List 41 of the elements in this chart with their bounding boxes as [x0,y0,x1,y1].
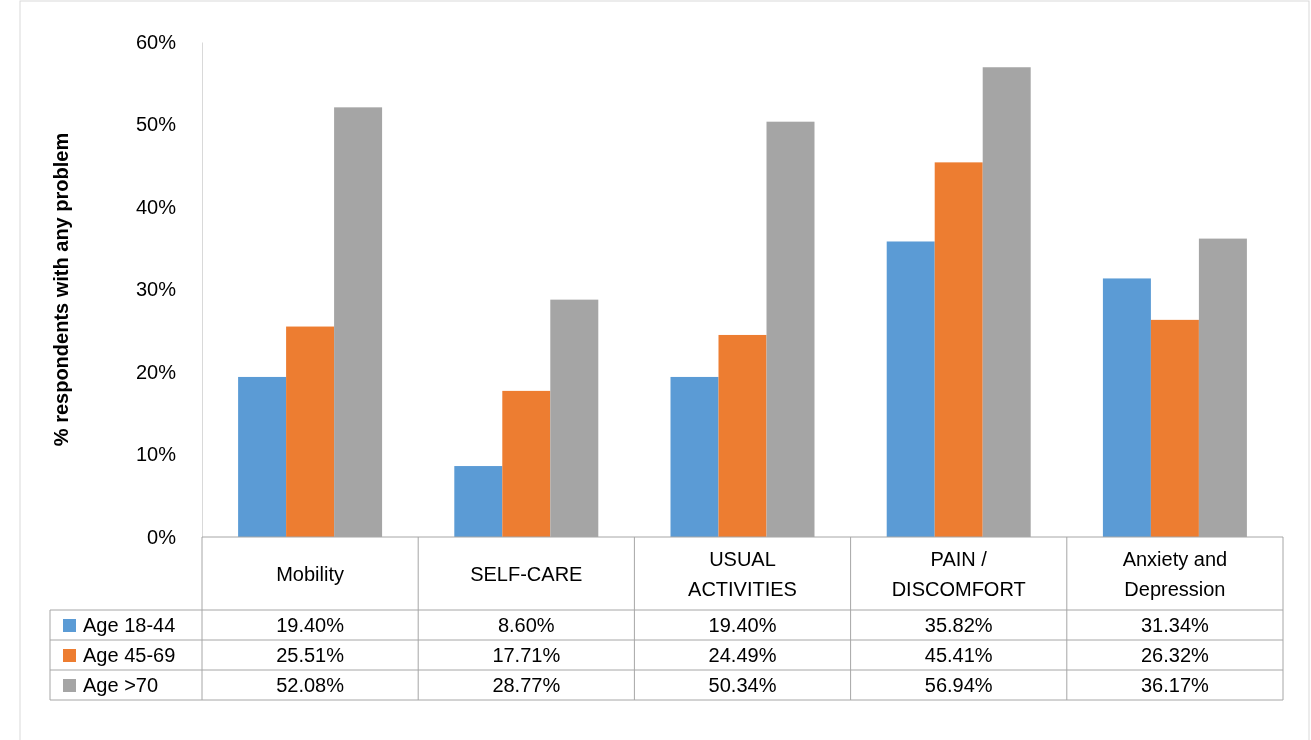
x-tick-label: Anxiety and Depression [1122,547,1228,600]
data-label: 25.51% [276,644,345,666]
x-tick-label: Mobility [276,562,344,585]
bar [1102,278,1151,537]
y-tick-label: 0% [147,525,177,548]
data-label: 45.41% [924,644,993,666]
y-tick-label: 20% [135,360,177,383]
y-tick-label: 10% [135,443,177,466]
bar [238,376,287,537]
legend-label: Age >70 [83,674,159,696]
bar [886,241,935,537]
data-label: 26.32% [1140,644,1210,666]
legend-label: Age 18-44 [83,614,176,636]
data-label: 28.77% [492,674,561,696]
y-tick-label: 30% [135,278,177,301]
data-label: 17.71% [492,644,561,666]
bar [718,334,767,537]
data-label: 35.82% [924,614,993,636]
x-tick-label: SELF-CARE [470,562,583,585]
x-tick-label: USUAL ACTIVITIES [688,547,797,600]
bar [934,162,983,537]
data-label: 19.40% [276,614,345,636]
bar [502,390,551,537]
data-label: 24.49% [708,644,777,666]
bar [1150,319,1199,537]
legend-label: Age 45-69 [83,644,176,666]
data-label: 50.34% [708,674,777,696]
data-label: 56.94% [924,674,993,696]
bar [670,376,719,537]
y-tick-label: 40% [135,195,177,218]
data-label: 31.34% [1140,614,1210,636]
data-label: 36.17% [1140,674,1210,696]
data-label: 19.40% [708,614,777,636]
y-tick-label: 60% [135,30,177,53]
y-tick-label: 50% [135,113,177,136]
data-label: 8.60% [497,614,555,636]
data-label: 52.08% [276,674,345,696]
y-axis-title: % respondents with any problem [50,132,72,447]
bar [286,326,335,537]
x-tick-label: PAIN / DISCOMFORT [891,547,1026,600]
bar [454,466,503,537]
